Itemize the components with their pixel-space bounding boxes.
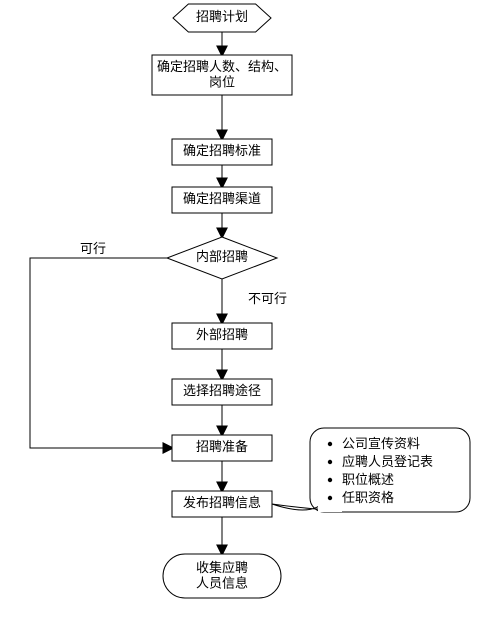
bullet-text: 公司宣传资料 — [342, 436, 420, 451]
svg-text:招聘计划: 招聘计划 — [196, 9, 248, 24]
svg-text:岗位: 岗位 — [209, 74, 235, 89]
bullet-icon — [328, 442, 332, 446]
node-n9: 发布招聘信息 — [172, 491, 272, 517]
node-n7: 选择招聘途径 — [172, 379, 272, 405]
node-n4: 确定招聘渠道 — [172, 187, 272, 213]
svg-text:收集应聘: 收集应聘 — [196, 560, 248, 575]
bullet-icon — [328, 496, 332, 500]
svg-text:招聘准备: 招聘准备 — [196, 439, 248, 454]
node-n2: 确定招聘人数、结构、岗位 — [152, 55, 292, 95]
node-n8: 招聘准备 — [172, 435, 272, 461]
svg-text:选择招聘途径: 选择招聘途径 — [183, 383, 261, 398]
svg-text:确定招聘渠道: 确定招聘渠道 — [183, 191, 261, 206]
bullet-icon — [328, 478, 332, 482]
svg-text:确定招聘标准: 确定招聘标准 — [183, 143, 261, 158]
svg-text:外部招聘: 外部招聘 — [196, 327, 248, 342]
bullet-text: 职位概述 — [342, 472, 394, 487]
edge-label: 可行 — [80, 241, 106, 256]
bullet-icon — [328, 460, 332, 464]
node-n6: 外部招聘 — [172, 323, 272, 349]
node-n3: 确定招聘标准 — [172, 139, 272, 165]
svg-text:确定招聘人数、结构、: 确定招聘人数、结构、 — [157, 59, 287, 74]
node-n10: 收集应聘人员信息 — [163, 554, 281, 598]
svg-text:人员信息: 人员信息 — [196, 575, 248, 590]
node-n5: 内部招聘 — [167, 237, 277, 279]
edge-label: 不可行 — [248, 291, 287, 306]
svg-text:内部招聘: 内部招聘 — [196, 249, 248, 264]
svg-text:发布招聘信息: 发布招聘信息 — [183, 495, 261, 510]
callout: 公司宣传资料应聘人员登记表职位概述任职资格 — [272, 428, 470, 512]
bullet-text: 应聘人员登记表 — [342, 454, 433, 469]
edge — [30, 258, 172, 448]
node-n1: 招聘计划 — [173, 4, 271, 32]
flowchart-svg: 不可行 可行 招聘计划确定招聘人数、结构、岗位确定招聘标准确定招聘渠道内部招聘外部招… — [0, 0, 500, 633]
bullet-text: 任职资格 — [342, 490, 394, 505]
